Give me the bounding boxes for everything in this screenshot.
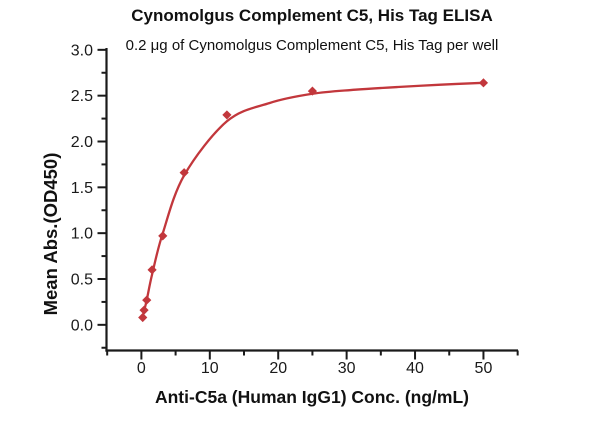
chart-subtitle: 0.2 μg of Cynomolgus Complement C5, His … <box>125 37 499 54</box>
y-tick-label: 3.0 <box>71 42 93 59</box>
data-point-marker <box>139 305 149 315</box>
data-point-marker <box>307 86 318 96</box>
x-tick-label: 40 <box>406 360 424 377</box>
x-tick-label: 30 <box>338 360 356 377</box>
data-point-marker <box>147 265 157 275</box>
x-tick-label: 0 <box>137 360 146 377</box>
x-tick-label: 50 <box>475 360 493 377</box>
y-tick-label: 2.0 <box>71 134 93 151</box>
x-tick-label: 20 <box>269 360 287 377</box>
y-tick-label: 0.5 <box>71 272 93 289</box>
y-tick-label: 1.5 <box>71 180 93 197</box>
y-tick-label: 0.0 <box>71 317 93 334</box>
data-point-marker <box>142 295 152 305</box>
x-axis-label: Anti-C5a (Human IgG1) Conc. (ng/mL) <box>154 387 470 407</box>
fit-curve <box>141 81 485 319</box>
y-tick-label: 1.0 <box>71 226 93 243</box>
x-tick-label: 10 <box>201 360 219 377</box>
y-tick-label: 2.5 <box>71 88 93 105</box>
data-point-marker <box>478 78 489 88</box>
data-point-marker <box>158 231 168 241</box>
data-point-marker <box>179 168 189 178</box>
chart-title: Cynomolgus Complement C5, His Tag ELISA <box>131 6 493 25</box>
data-point-marker <box>222 110 232 120</box>
data-point-marker <box>138 312 148 323</box>
